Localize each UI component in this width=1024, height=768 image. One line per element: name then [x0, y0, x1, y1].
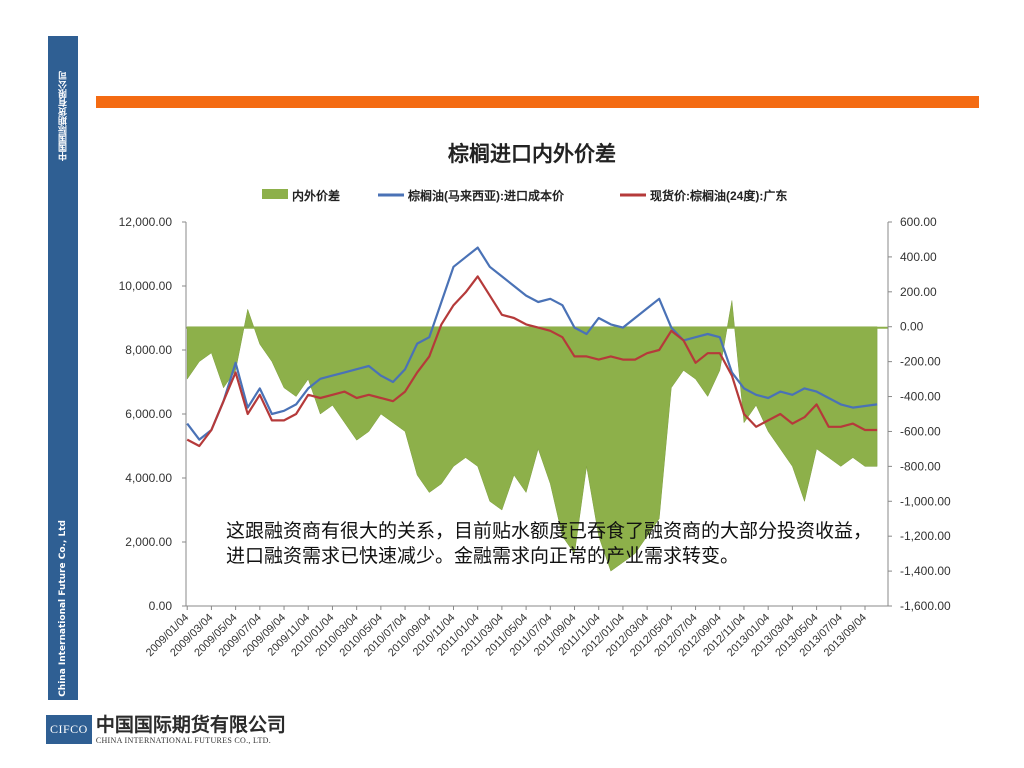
legend-label-0: 内外价差 — [292, 188, 340, 203]
left-tick-label: 0.00 — [149, 599, 173, 613]
left-tick-label: 10,000.00 — [119, 279, 173, 293]
right-tick-label: 0.00 — [900, 320, 924, 334]
company-logo: CIFCO 中国国际期货有限公司 CHINA INTERNATIONAL FUT… — [46, 714, 286, 745]
sidebar — [48, 36, 78, 700]
chart-title: 棕榈进口内外价差 — [448, 142, 616, 166]
right-tick-label: -600.00 — [900, 424, 941, 438]
header-accent-bar — [96, 96, 979, 108]
left-tick-label: 4,000.00 — [125, 471, 172, 485]
legend-label-2: 现货价:棕榈油(24度):广东 — [650, 188, 787, 203]
right-tick-label: 600.00 — [900, 215, 937, 229]
legend-swatch-0 — [262, 189, 288, 199]
legend-label-1: 棕榈油(马来西亚):进口成本价 — [407, 188, 565, 203]
logo-abbr: CIFCO — [46, 715, 92, 744]
series-line-import-cost — [186, 246, 878, 441]
right-tick-label: -200.00 — [900, 355, 941, 369]
right-tick-label: -1,200.00 — [900, 529, 951, 543]
logo-cn: 中国国际期货有限公司 — [95, 714, 286, 736]
left-tick-label: 12,000.00 — [119, 215, 173, 229]
logo-en: CHINA INTERNATIONAL FUTURES CO., LTD. — [95, 736, 272, 745]
right-tick-label: 400.00 — [900, 250, 937, 264]
left-tick-label: 8,000.00 — [125, 343, 172, 357]
right-tick-label: -800.00 — [900, 459, 941, 473]
logo-texts: 中国国际期货有限公司 CHINA INTERNATIONAL FUTURES C… — [96, 714, 286, 745]
right-tick-label: -1,600.00 — [900, 599, 951, 613]
right-tick-label: -1,000.00 — [900, 494, 951, 508]
left-tick-label: 2,000.00 — [125, 535, 172, 549]
series-line-spot-price — [186, 275, 878, 448]
right-tick-label: -1,400.00 — [900, 564, 951, 578]
right-tick-label: 200.00 — [900, 285, 937, 299]
right-tick-label: -400.00 — [900, 390, 941, 404]
left-tick-label: 6,000.00 — [125, 407, 172, 421]
commentary-text: 这跟融资商有很大的关系，目前贴水额度已吞食了融资商的大部分投资收益，进口融资需求… — [226, 520, 873, 567]
